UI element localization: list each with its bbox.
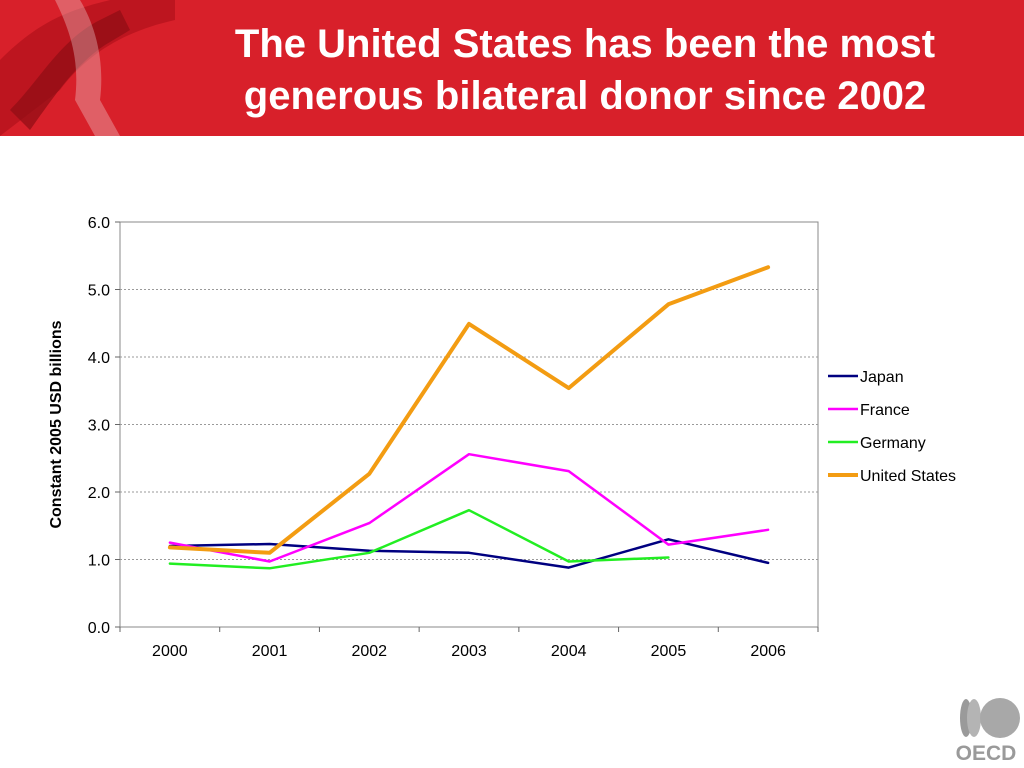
legend-label: Japan xyxy=(860,369,904,386)
y-tick-label: 2.0 xyxy=(88,485,110,502)
series-line-germany xyxy=(168,508,670,570)
measuring-tape-decoration xyxy=(0,0,175,136)
legend-label: France xyxy=(860,402,910,419)
series-line-united-states xyxy=(167,265,771,555)
y-tick-label: 1.0 xyxy=(88,553,110,570)
slide-title-line-2: generous bilateral donor since 2002 xyxy=(243,74,927,118)
y-tick-label: 3.0 xyxy=(88,418,110,435)
slide-title: The United States has been the most gene… xyxy=(170,18,1000,122)
series-line-japan xyxy=(168,538,770,569)
x-tick-label: 2000 xyxy=(152,643,188,660)
y-tick-label: 5.0 xyxy=(88,283,110,300)
y-axis-label: Constant 2005 USD billions xyxy=(48,320,65,528)
x-tick-label: 2006 xyxy=(750,643,786,660)
oecd-logo-text: OECD xyxy=(956,742,1017,764)
legend-label: United States xyxy=(860,468,956,485)
x-tick-label: 2003 xyxy=(451,643,487,660)
x-tick-label: 2004 xyxy=(551,643,587,660)
series-line-france xyxy=(168,452,770,563)
x-tick-label: 2001 xyxy=(252,643,288,660)
y-tick-label: 0.0 xyxy=(88,620,110,637)
x-tick-label: 2005 xyxy=(651,643,687,660)
title-banner: The United States has been the most gene… xyxy=(0,0,1024,136)
line-chart: 0.0 1.0 2.0 3.0 4.0 5.0 6.0 2000 2001 2002 2003 200… xyxy=(48,215,956,660)
slide-title-line-1: The United States has been the most xyxy=(234,22,936,66)
y-tick-label: 4.0 xyxy=(88,350,110,367)
legend-label: Germany xyxy=(860,435,926,452)
y-tick-label: 6.0 xyxy=(88,215,110,232)
oecd-logo: OECD xyxy=(956,698,1020,764)
x-tick-label: 2002 xyxy=(351,643,387,660)
